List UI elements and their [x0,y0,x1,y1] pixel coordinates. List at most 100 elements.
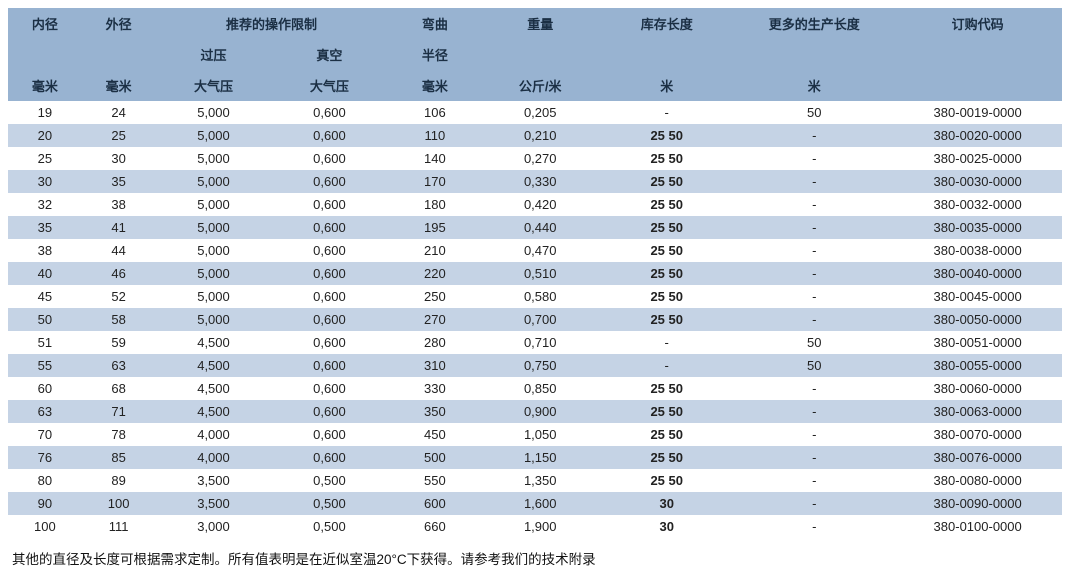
weight: 0,850 [482,377,598,400]
order-code: 380-0063-0000 [893,400,1062,423]
weight: 1,150 [482,446,598,469]
order-code: 380-0060-0000 [893,377,1062,400]
order-code: 380-0100-0000 [893,515,1062,538]
stock-length: 25 50 [598,216,735,239]
overpressure: 3,000 [156,515,272,538]
outer-dia: 58 [82,308,156,331]
order-code: 380-0076-0000 [893,446,1062,469]
bend-radius: 280 [387,331,482,354]
table-row: 40465,0000,6002200,51025 50-380-0040-000… [8,262,1062,285]
table-row: 1001113,0000,5006601,90030-380-0100-0000 [8,515,1062,538]
inner-dia: 60 [8,377,82,400]
stock-length: - [598,331,735,354]
overpressure: 4,500 [156,331,272,354]
hdr-overpressure: 过压 [156,39,272,70]
order-code: 380-0035-0000 [893,216,1062,239]
inner-dia: 90 [8,492,82,515]
table-row: 30355,0000,6001700,33025 50-380-0030-000… [8,170,1062,193]
inner-dia: 50 [8,308,82,331]
hdr-order-code: 订购代码 [893,8,1062,70]
overpressure: 5,000 [156,147,272,170]
bend-radius: 195 [387,216,482,239]
prod-length: - [735,124,893,147]
overpressure: 5,000 [156,216,272,239]
weight: 0,270 [482,147,598,170]
table-row: 32385,0000,6001800,42025 50-380-0032-000… [8,193,1062,216]
bend-radius: 350 [387,400,482,423]
prod-length: - [735,239,893,262]
bend-radius: 600 [387,492,482,515]
weight: 0,900 [482,400,598,423]
hdr-unit-mm: 毫米 [8,70,82,101]
hdr-unit-blank [893,70,1062,101]
stock-length: 25 50 [598,262,735,285]
weight: 0,470 [482,239,598,262]
prod-length: - [735,492,893,515]
table-row: 45525,0000,6002500,58025 50-380-0045-000… [8,285,1062,308]
bend-radius: 450 [387,423,482,446]
outer-dia: 44 [82,239,156,262]
hdr-prod-len: 更多的生产长度 [735,8,893,70]
stock-length: 25 50 [598,377,735,400]
outer-dia: 38 [82,193,156,216]
prod-length: - [735,285,893,308]
inner-dia: 55 [8,354,82,377]
weight: 0,700 [482,308,598,331]
hdr-unit-m: 米 [735,70,893,101]
stock-length: 25 50 [598,308,735,331]
table-row: 51594,5000,6002800,710-50380-0051-0000 [8,331,1062,354]
outer-dia: 63 [82,354,156,377]
inner-dia: 30 [8,170,82,193]
outer-dia: 111 [82,515,156,538]
bend-radius: 140 [387,147,482,170]
outer-dia: 85 [82,446,156,469]
stock-length: - [598,101,735,124]
order-code: 380-0032-0000 [893,193,1062,216]
outer-dia: 89 [82,469,156,492]
weight: 1,600 [482,492,598,515]
outer-dia: 52 [82,285,156,308]
overpressure: 3,500 [156,492,272,515]
inner-dia: 80 [8,469,82,492]
vacuum: 0,600 [271,216,387,239]
bend-radius: 170 [387,170,482,193]
hdr-unit-mm: 毫米 [387,70,482,101]
order-code: 380-0038-0000 [893,239,1062,262]
table-row: 901003,5000,5006001,60030-380-0090-0000 [8,492,1062,515]
overpressure: 5,000 [156,285,272,308]
weight: 0,440 [482,216,598,239]
hdr-unit-mm: 毫米 [82,70,156,101]
stock-length: 30 [598,492,735,515]
hdr-inner-dia: 内径 [8,8,82,70]
inner-dia: 76 [8,446,82,469]
vacuum: 0,600 [271,285,387,308]
prod-length: - [735,377,893,400]
vacuum: 0,600 [271,101,387,124]
stock-length: 25 50 [598,193,735,216]
table-row: 35415,0000,6001950,44025 50-380-0035-000… [8,216,1062,239]
hdr-radius: 半径 [387,39,482,70]
overpressure: 4,000 [156,446,272,469]
table-row: 76854,0000,6005001,15025 50-380-0076-000… [8,446,1062,469]
overpressure: 5,000 [156,239,272,262]
stock-length: 25 50 [598,124,735,147]
hdr-unit-m: 米 [598,70,735,101]
weight: 0,510 [482,262,598,285]
stock-length: 30 [598,515,735,538]
bend-radius: 500 [387,446,482,469]
vacuum: 0,600 [271,331,387,354]
overpressure: 5,000 [156,101,272,124]
overpressure: 5,000 [156,262,272,285]
prod-length: 50 [735,354,893,377]
weight: 1,900 [482,515,598,538]
prod-length: - [735,216,893,239]
stock-length: 25 50 [598,170,735,193]
outer-dia: 78 [82,423,156,446]
outer-dia: 68 [82,377,156,400]
weight: 1,350 [482,469,598,492]
order-code: 380-0040-0000 [893,262,1062,285]
overpressure: 4,000 [156,423,272,446]
weight: 0,420 [482,193,598,216]
table-row: 25305,0000,6001400,27025 50-380-0025-000… [8,147,1062,170]
inner-dia: 51 [8,331,82,354]
